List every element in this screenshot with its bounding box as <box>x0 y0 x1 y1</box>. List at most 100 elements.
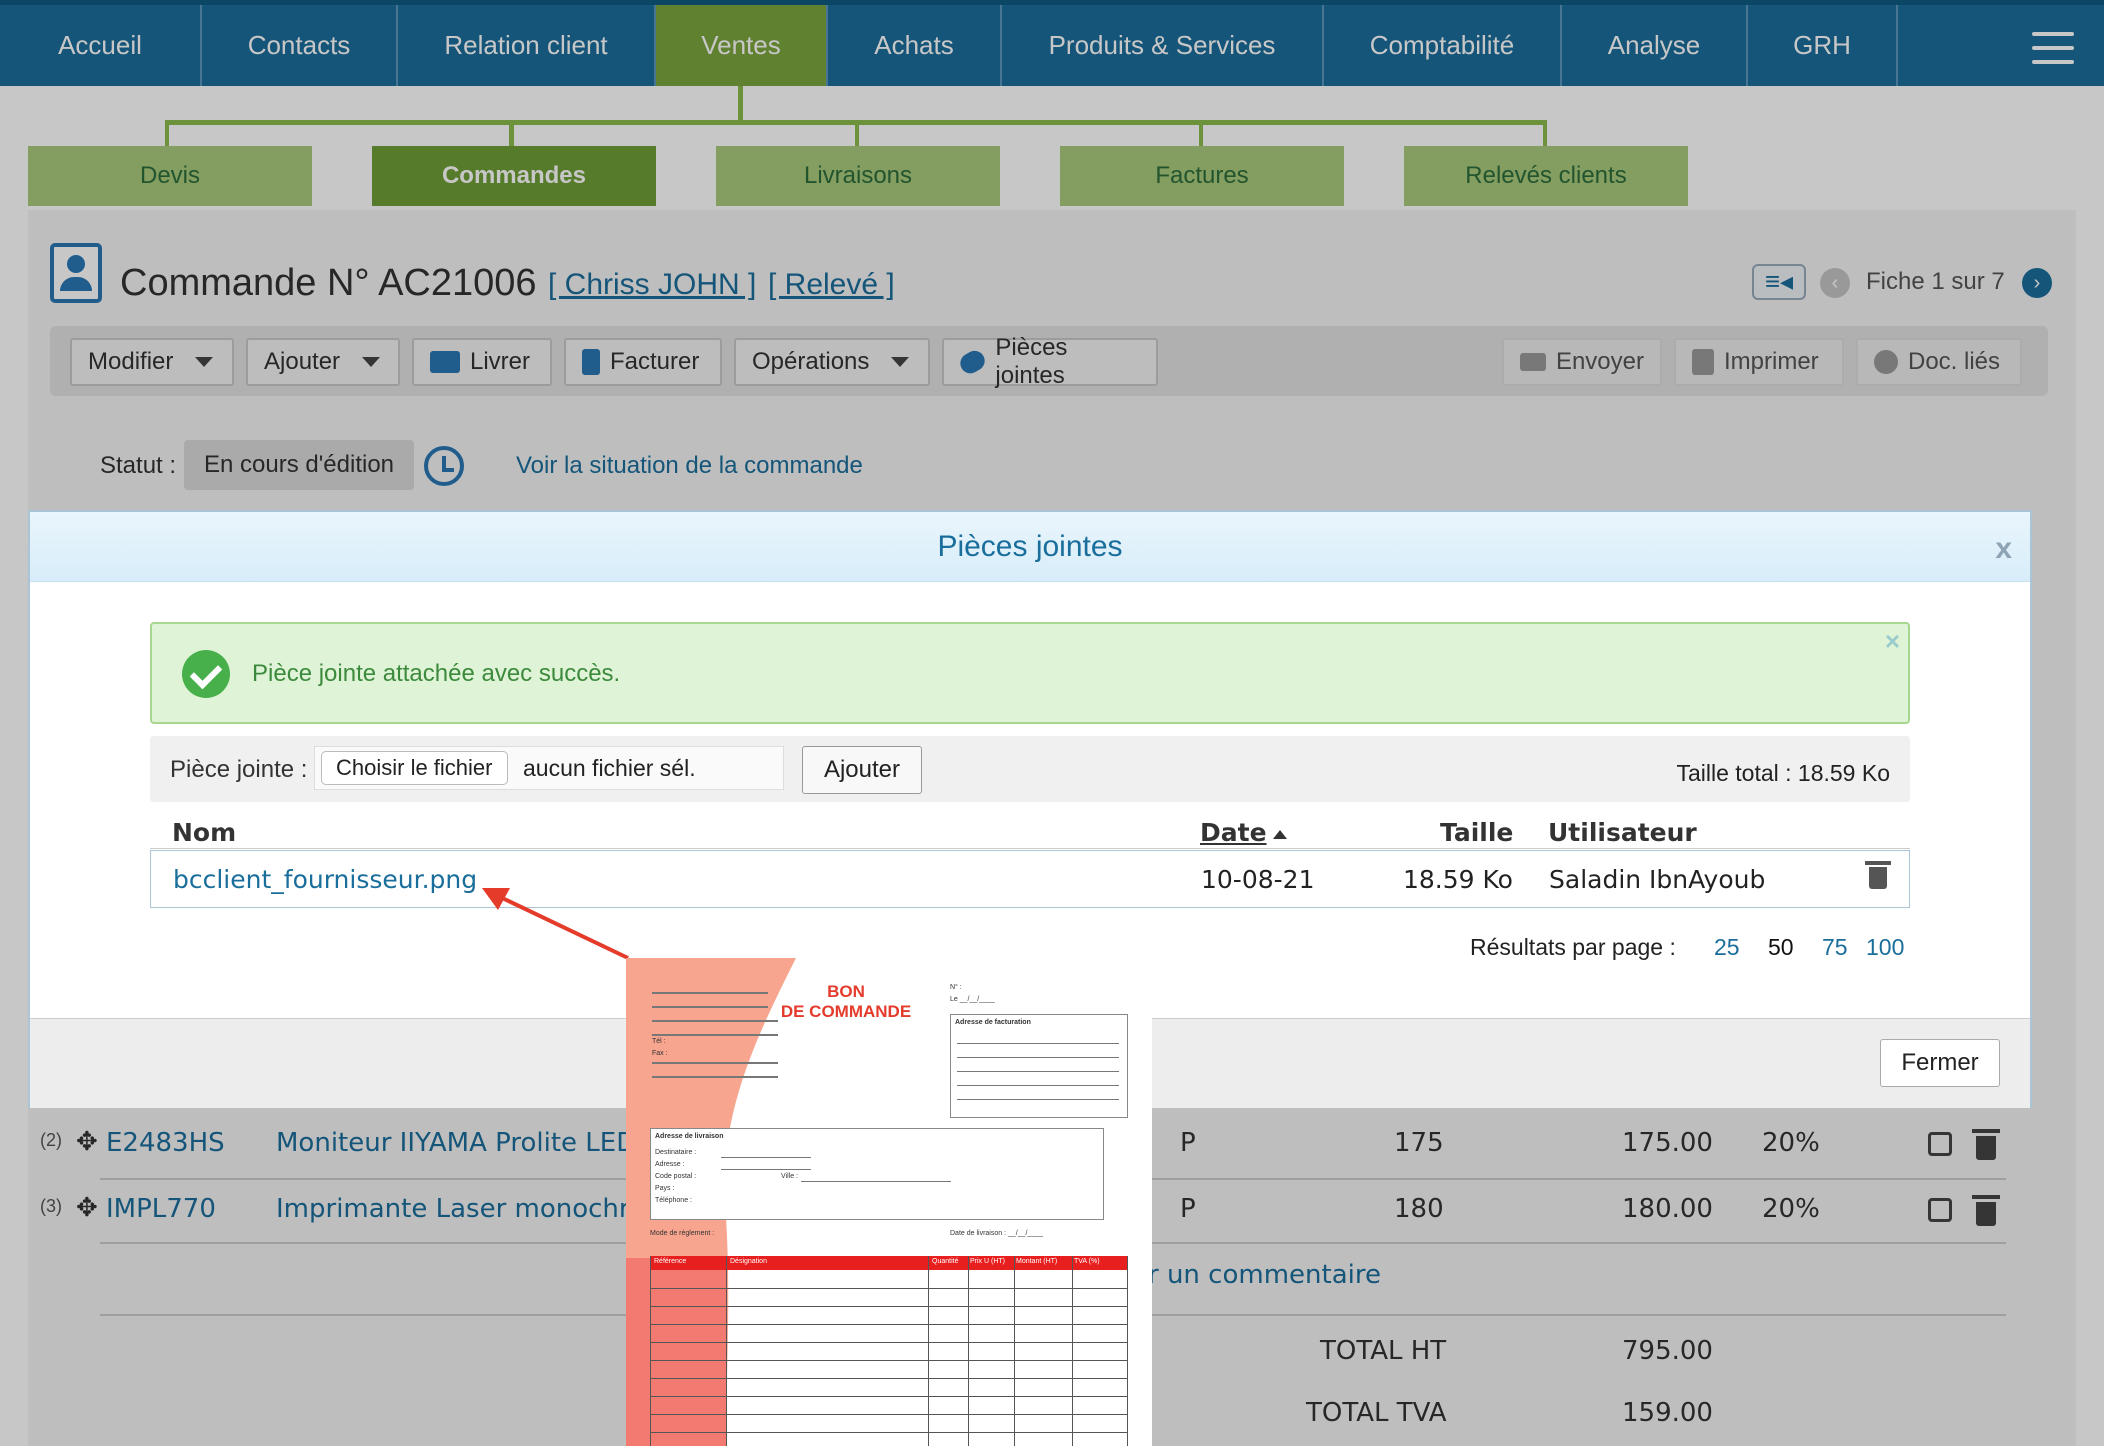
column-header-size[interactable]: Taille <box>1440 818 1514 847</box>
preview-line <box>652 1034 778 1036</box>
ajouter-button[interactable]: Ajouter <box>246 338 400 386</box>
subtab-factures[interactable]: Factures <box>1060 146 1344 206</box>
preview-grid <box>1014 1256 1015 1446</box>
attachments-dialog: Pièces jointes x Fermer <box>28 510 2032 1108</box>
preview-line <box>652 1020 778 1022</box>
line-type: P <box>1180 1128 1196 1158</box>
subtab-releves-clients[interactable]: Relevés clients <box>1404 146 1688 206</box>
record-position: Fiche 1 sur 7 <box>1866 268 2005 295</box>
file-status: aucun fichier sél. <box>523 755 696 781</box>
fermer-button[interactable]: Fermer <box>1880 1039 2000 1087</box>
trash-icon[interactable] <box>1972 1129 2000 1160</box>
preview-grid <box>650 1432 1128 1433</box>
line-designation-link[interactable]: Moniteur IIYAMA Prolite LED – <box>276 1128 658 1158</box>
line-designation-link[interactable]: Imprimante Laser monochrom <box>276 1194 671 1224</box>
page-size-100[interactable]: 100 <box>1866 934 1905 960</box>
next-record-icon[interactable]: › <box>2022 268 2052 298</box>
line-tva: 20% <box>1762 1128 1820 1158</box>
preview-delivery-box: Adresse de livraison Destinataire : Adre… <box>650 1128 1104 1220</box>
preview-payment: Mode de règlement : <box>650 1230 715 1237</box>
tab-connector <box>165 120 169 146</box>
facturer-button[interactable]: Facturer <box>564 338 722 386</box>
preview-field: Adresse : <box>655 1161 685 1168</box>
preview-line <box>801 1181 951 1182</box>
sort-ascending-icon <box>1272 829 1287 839</box>
choose-file-button[interactable]: Choisir le fichier <box>321 751 508 785</box>
livrer-label: Livrer <box>470 348 531 375</box>
line-ref-link[interactable]: IMPL770 <box>106 1194 216 1224</box>
attachment-file-link[interactable]: bcclient_fournisseur.png <box>173 865 478 894</box>
preview-grid <box>650 1378 1128 1379</box>
subtab-devis[interactable]: Devis <box>28 146 312 206</box>
nav-item-ventes[interactable]: Ventes <box>656 5 828 86</box>
preview-title-line2: DE COMMANDE <box>780 1002 912 1021</box>
nav-item-grh[interactable]: GRH <box>1748 5 1898 86</box>
previous-record-icon[interactable]: ‹ <box>1820 268 1850 298</box>
list-view-icon[interactable]: ≡◂ <box>1752 264 1806 300</box>
page-size-75[interactable]: 75 <box>1822 934 1848 960</box>
move-icon[interactable]: ✥ <box>76 1126 98 1156</box>
voir-situation-link[interactable]: Voir la situation de la commande <box>516 452 863 479</box>
preview-grid <box>1072 1256 1073 1446</box>
edit-icon[interactable] <box>1928 1132 1952 1156</box>
page-size-50[interactable]: 50 <box>1768 934 1794 960</box>
alert-close-icon[interactable]: × <box>1884 626 1900 656</box>
delete-attachment-icon[interactable] <box>1865 861 1891 889</box>
column-header-user[interactable]: Utilisateur <box>1548 818 1697 847</box>
file-input[interactable]: Choisir le fichier aucun fichier sél. <box>314 746 784 790</box>
pieces-jointes-button[interactable]: Pièces jointes <box>942 334 1158 389</box>
add-attachment-button[interactable]: Ajouter <box>802 746 922 794</box>
preview-billing-label: Adresse de facturation <box>955 1019 1031 1026</box>
preview-th: Prix U (HT) <box>970 1258 1005 1265</box>
attachment-date: 10-08-21 <box>1201 865 1315 894</box>
preview-th: Référence <box>654 1258 687 1265</box>
modifier-button[interactable]: Modifier <box>70 338 234 386</box>
purchase-order-preview: BON DE COMMANDE Tél : Fax : N° : Le __/__… <box>626 958 1152 1446</box>
preview-num: N° : <box>950 984 962 991</box>
add-comment-link[interactable]: r un commentaire <box>1148 1260 1381 1290</box>
facturer-label: Facturer <box>610 348 700 375</box>
line-total: 175.00 <box>1622 1128 1713 1158</box>
operations-label: Opérations <box>752 348 870 375</box>
imprimer-button[interactable]: Imprimer <box>1674 338 1844 386</box>
edit-icon[interactable] <box>1928 1198 1952 1222</box>
column-header-date[interactable]: Date <box>1200 818 1287 847</box>
preview-date: Le __/__/____ <box>950 996 995 1003</box>
check-circle-icon <box>182 650 230 698</box>
subtab-livraisons[interactable]: Livraisons <box>716 146 1000 206</box>
preview-line <box>721 1157 811 1158</box>
line-ref-link[interactable]: E2483HS <box>106 1128 225 1158</box>
upload-label: Pièce jointe : <box>170 756 308 783</box>
line-price: 175 <box>1394 1128 1444 1158</box>
livrer-button[interactable]: Livrer <box>412 338 552 386</box>
modifier-label: Modifier <box>88 348 174 375</box>
client-link[interactable]: [ Chriss JOHN ] <box>548 268 757 301</box>
close-icon[interactable]: x <box>1995 532 2012 565</box>
hamburger-menu-icon[interactable] <box>2032 32 2074 64</box>
nav-item-analyse[interactable]: Analyse <box>1562 5 1748 86</box>
preview-grid <box>650 1306 1128 1307</box>
nav-item-produits-services[interactable]: Produits & Services <box>1002 5 1324 86</box>
nav-item-comptabilite[interactable]: Comptabilité <box>1324 5 1562 86</box>
preview-line <box>957 1085 1119 1086</box>
operations-button[interactable]: Opérations <box>734 338 930 386</box>
nav-item-achats[interactable]: Achats <box>828 5 1002 86</box>
preview-line <box>652 1076 778 1078</box>
preview-grid <box>650 1324 1128 1325</box>
preview-line <box>957 1071 1119 1072</box>
nav-item-contacts[interactable]: Contacts <box>202 5 398 86</box>
page-size-25[interactable]: 25 <box>1714 934 1740 960</box>
nav-item-relation-client[interactable]: Relation client <box>398 5 656 86</box>
dropdown-caret-icon <box>891 357 910 367</box>
column-header-name[interactable]: Nom <box>172 818 237 847</box>
move-icon[interactable]: ✥ <box>76 1192 98 1222</box>
envoyer-button[interactable]: Envoyer <box>1502 338 1662 386</box>
line-price: 180 <box>1394 1194 1444 1224</box>
releve-link[interactable]: [ Relevé ] <box>768 268 895 301</box>
contact-card-icon <box>50 243 102 303</box>
trash-icon[interactable] <box>1972 1195 2000 1226</box>
history-icon[interactable] <box>424 446 464 486</box>
nav-item-accueil[interactable]: Accueil <box>0 5 202 86</box>
subtab-commandes[interactable]: Commandes <box>372 146 656 206</box>
doc-lies-button[interactable]: Doc. liés <box>1856 338 2022 386</box>
